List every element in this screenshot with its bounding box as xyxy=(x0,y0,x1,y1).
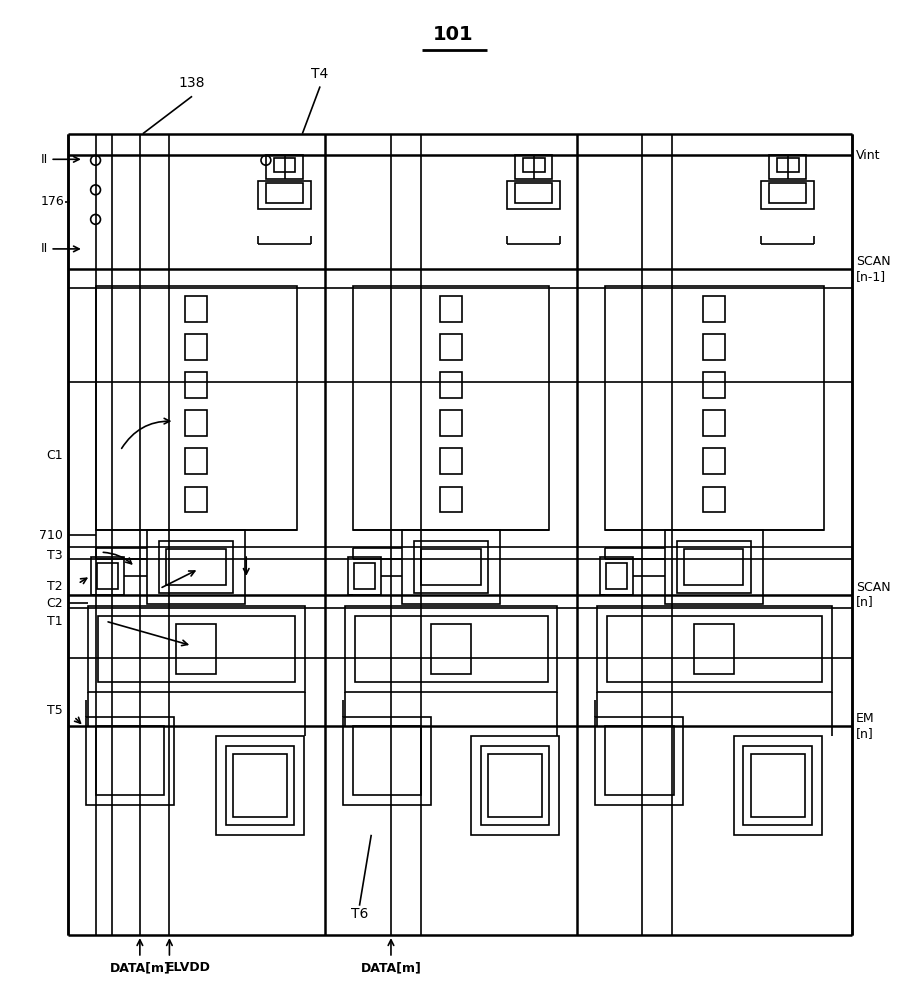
Bar xyxy=(597,606,832,692)
Text: T6: T6 xyxy=(351,907,368,921)
Bar xyxy=(480,746,550,825)
Bar xyxy=(401,530,500,604)
Bar xyxy=(342,717,431,805)
Text: Vint: Vint xyxy=(856,149,881,162)
Bar xyxy=(595,717,683,805)
Bar xyxy=(95,286,297,530)
Text: 710: 710 xyxy=(39,529,63,542)
Bar xyxy=(488,754,542,817)
Text: T2: T2 xyxy=(47,580,63,593)
Bar xyxy=(440,448,462,474)
Bar xyxy=(523,158,545,172)
Bar xyxy=(440,296,462,322)
Text: T3: T3 xyxy=(47,549,63,562)
Bar xyxy=(507,181,560,209)
Bar xyxy=(605,563,627,589)
Bar xyxy=(185,448,207,474)
Text: T4: T4 xyxy=(312,67,329,81)
Bar xyxy=(734,736,823,835)
Bar xyxy=(751,754,805,817)
Bar xyxy=(91,557,124,595)
Text: EM
[n]: EM [n] xyxy=(856,712,874,740)
Text: II: II xyxy=(41,242,48,255)
Bar xyxy=(769,155,806,179)
Bar xyxy=(177,624,216,674)
Bar xyxy=(777,158,798,172)
Text: 101: 101 xyxy=(433,25,473,44)
Bar xyxy=(348,557,381,595)
Bar xyxy=(440,372,462,398)
Bar xyxy=(185,372,207,398)
Bar xyxy=(234,754,286,817)
Bar xyxy=(703,296,725,322)
Bar xyxy=(258,181,311,209)
Bar xyxy=(604,726,673,795)
Bar xyxy=(769,183,806,203)
Bar xyxy=(414,541,488,593)
Bar xyxy=(761,181,814,209)
Text: C1: C1 xyxy=(46,449,63,462)
Bar xyxy=(440,410,462,436)
Bar xyxy=(185,410,207,436)
Bar xyxy=(515,183,553,203)
Bar xyxy=(665,530,763,604)
Bar xyxy=(703,334,725,360)
Bar xyxy=(185,487,207,512)
Bar xyxy=(167,549,226,585)
Bar xyxy=(352,286,550,530)
Bar xyxy=(97,563,118,589)
Text: T1: T1 xyxy=(47,615,63,628)
Text: 176: 176 xyxy=(40,195,64,208)
Bar xyxy=(471,736,559,835)
Text: SCAN
[n-1]: SCAN [n-1] xyxy=(856,255,891,283)
Bar xyxy=(604,286,824,530)
Bar xyxy=(600,557,633,595)
Bar xyxy=(98,616,295,682)
Bar xyxy=(440,334,462,360)
Text: ELVDD: ELVDD xyxy=(166,961,210,974)
Text: C2: C2 xyxy=(46,597,63,610)
Bar xyxy=(88,606,305,692)
Bar xyxy=(352,726,421,795)
Bar xyxy=(440,487,462,512)
Bar xyxy=(353,563,375,589)
Text: T5: T5 xyxy=(47,704,63,717)
Bar xyxy=(147,530,246,604)
Bar xyxy=(185,334,207,360)
Bar xyxy=(344,606,557,692)
Text: DATA[m]: DATA[m] xyxy=(110,961,170,974)
Bar xyxy=(266,183,304,203)
Bar xyxy=(607,616,823,682)
Text: SCAN
[n]: SCAN [n] xyxy=(856,581,891,609)
Bar xyxy=(703,410,725,436)
Bar xyxy=(159,541,234,593)
Bar xyxy=(274,158,295,172)
Bar xyxy=(703,448,725,474)
Text: II: II xyxy=(41,153,48,166)
Bar xyxy=(266,155,304,179)
Bar xyxy=(86,717,174,805)
Bar xyxy=(684,549,744,585)
Bar xyxy=(354,616,547,682)
Bar xyxy=(703,487,725,512)
Bar xyxy=(694,624,734,674)
Bar xyxy=(226,746,294,825)
Text: 138: 138 xyxy=(178,76,206,90)
Bar xyxy=(677,541,751,593)
Bar xyxy=(185,296,207,322)
Bar xyxy=(216,736,304,835)
Bar xyxy=(421,549,480,585)
Bar xyxy=(515,155,553,179)
Bar xyxy=(95,726,165,795)
Bar xyxy=(431,624,471,674)
Bar xyxy=(744,746,813,825)
Bar xyxy=(703,372,725,398)
Text: DATA[m]: DATA[m] xyxy=(361,961,421,974)
